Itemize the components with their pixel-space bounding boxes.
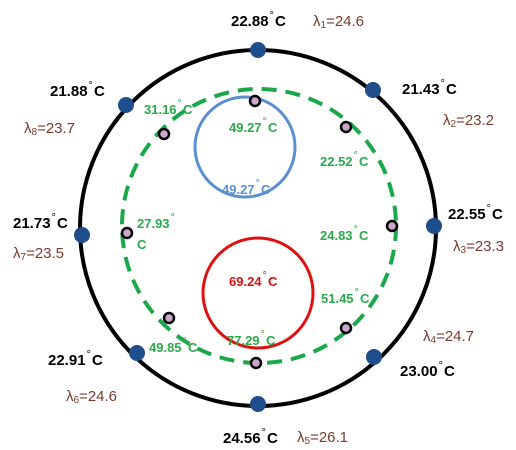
outer-sensor-1-temp: 22.88°C xyxy=(231,10,286,30)
blue-circle xyxy=(193,95,297,199)
inner-point-5-dot xyxy=(249,356,263,370)
lambda-8-label: λ8=23.7 xyxy=(24,120,76,138)
outer-sensor-2-dot xyxy=(365,82,381,98)
outer-sensor-5-dot xyxy=(250,396,266,412)
red-circle-temp: 69.24°C xyxy=(229,270,278,289)
inner-point-4-temp: 51.45°C xyxy=(321,287,370,306)
inner-point-1-temp: 49.27°C xyxy=(229,116,278,135)
lambda-6-label: λ6=24.6 xyxy=(66,388,118,406)
outer-sensor-8-dot xyxy=(118,97,134,113)
outer-sensor-3-temp: 22.55°C xyxy=(448,203,503,223)
outer-sensor-7-temp: 21.73°C xyxy=(13,212,68,232)
blue-circle-temp: 49.27°C xyxy=(222,178,271,197)
outer-sensor-2-temp: 21.43°C xyxy=(402,78,457,98)
outer-sensor-5-temp: 24.56°C xyxy=(223,427,278,447)
outer-sensor-7-dot xyxy=(74,227,90,243)
red-circle xyxy=(201,236,315,350)
inner-point-3-dot xyxy=(385,219,399,233)
inner-point-6-dot xyxy=(162,311,176,325)
outer-sensor-6-temp: 22.91°C xyxy=(48,349,103,369)
inner-point-3-temp: 24.83°C xyxy=(320,224,369,243)
lambda-7-label: λ7=23.5 xyxy=(13,245,65,263)
inner-point-4-dot xyxy=(339,321,353,335)
outer-sensor-6-dot xyxy=(129,345,145,361)
outer-sensor-8-temp: 21.88°C xyxy=(50,80,105,100)
inner-point-6-temp: 49.85°C xyxy=(149,336,198,355)
inner-point-8-temp: 31.16°C xyxy=(144,98,193,117)
lambda-1-label: λ1=24.6 xyxy=(313,13,365,31)
inner-point-2-dot xyxy=(339,120,353,134)
outer-sensor-4-temp: 23.00°C xyxy=(400,360,455,380)
inner-point-8-dot xyxy=(157,127,171,141)
lambda-5-label: λ5=26.1 xyxy=(297,429,349,447)
inner-point-7-dot xyxy=(120,226,134,240)
inner-point-1-dot xyxy=(248,94,262,108)
lambda-2-label: λ2=23.2 xyxy=(443,112,495,130)
inner-point-2-temp: 22.52°C xyxy=(320,150,369,169)
lambda-4-label: λ4=24.7 xyxy=(423,328,475,346)
outer-sensor-4-dot xyxy=(366,349,382,365)
lambda-3-label: λ3=23.3 xyxy=(453,238,505,256)
inner-point-5-temp: 77.29°C xyxy=(227,329,276,348)
inner-point-7-temp: 27.93° C xyxy=(137,212,175,252)
outer-sensor-1-dot xyxy=(250,42,266,58)
outer-sensor-3-dot xyxy=(426,218,442,234)
